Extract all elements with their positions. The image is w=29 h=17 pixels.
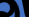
Text: Inflammatory CK: Inflammatory CK <box>0 0 29 17</box>
Text: Peripheral Insulin
Resistance: Peripheral Insulin Resistance <box>0 0 29 17</box>
Polygon shape <box>7 8 20 13</box>
FancyBboxPatch shape <box>8 4 13 7</box>
Text: β-cell Failure: β-cell Failure <box>0 0 29 17</box>
Text: and GDM: and GDM <box>0 0 29 17</box>
Polygon shape <box>16 4 24 12</box>
FancyBboxPatch shape <box>4 10 11 15</box>
FancyBboxPatch shape <box>4 4 8 7</box>
Text: Hyperglycemia: Hyperglycemia <box>0 0 29 17</box>
Text: ROS: ROS <box>0 0 29 17</box>
Text: Glucotoxicity +
Lipotoxicity: Glucotoxicity + Lipotoxicity <box>0 0 29 17</box>
Text: Oxidative stress: Oxidative stress <box>0 0 29 17</box>
Text: •  Altered adipokines: • Altered adipokines <box>0 0 18 17</box>
Text: Apoptosis:: Apoptosis: <box>0 0 29 17</box>
Text: ER stress: ER stress <box>0 0 29 17</box>
Text: •  Inflammatory CK: • Inflammatory CK <box>0 0 20 17</box>
Text: Altered adipokines: Altered adipokines <box>0 0 29 17</box>
Text: Hyperlipidemia: Hyperlipidemia <box>0 0 29 17</box>
FancyBboxPatch shape <box>4 7 10 10</box>
